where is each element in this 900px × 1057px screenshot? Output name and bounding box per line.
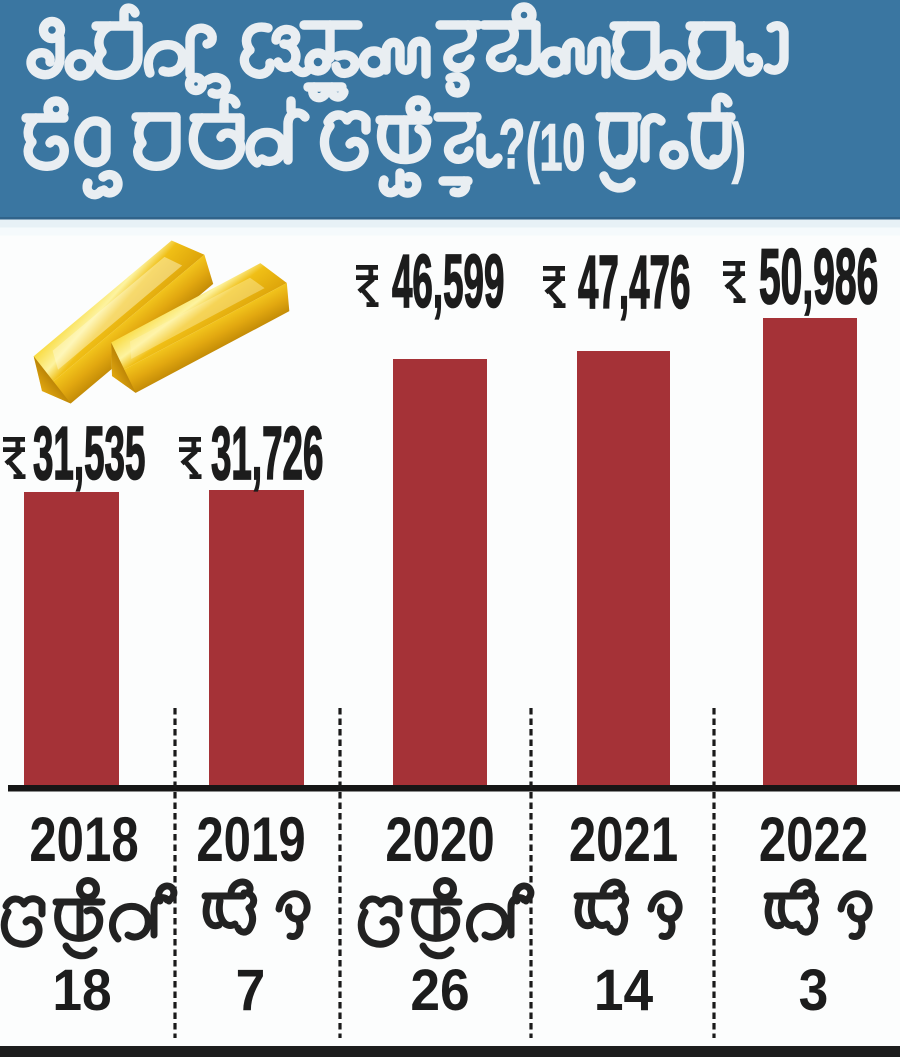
svg-text:(10: (10 xyxy=(526,110,585,185)
svg-text:47,476: 47,476 xyxy=(578,241,690,325)
svg-text:18: 18 xyxy=(52,958,111,1023)
svg-text:2018: 2018 xyxy=(29,804,138,874)
svg-text:2020: 2020 xyxy=(385,804,494,874)
svg-text:26: 26 xyxy=(410,958,469,1023)
svg-text:7: 7 xyxy=(236,958,266,1023)
svg-text:?: ? xyxy=(499,105,526,183)
svg-text:14: 14 xyxy=(594,958,653,1023)
svg-text:2022: 2022 xyxy=(759,804,868,874)
svg-text:3: 3 xyxy=(799,958,829,1023)
svg-text:31,726: 31,726 xyxy=(211,412,323,496)
svg-text:46,599: 46,599 xyxy=(392,240,504,324)
svg-text:2021: 2021 xyxy=(569,804,678,874)
svg-text:50,986: 50,986 xyxy=(759,233,878,320)
svg-text:31,535: 31,535 xyxy=(33,412,145,496)
svg-text:): ) xyxy=(732,110,746,185)
svg-text:2019: 2019 xyxy=(196,804,305,874)
